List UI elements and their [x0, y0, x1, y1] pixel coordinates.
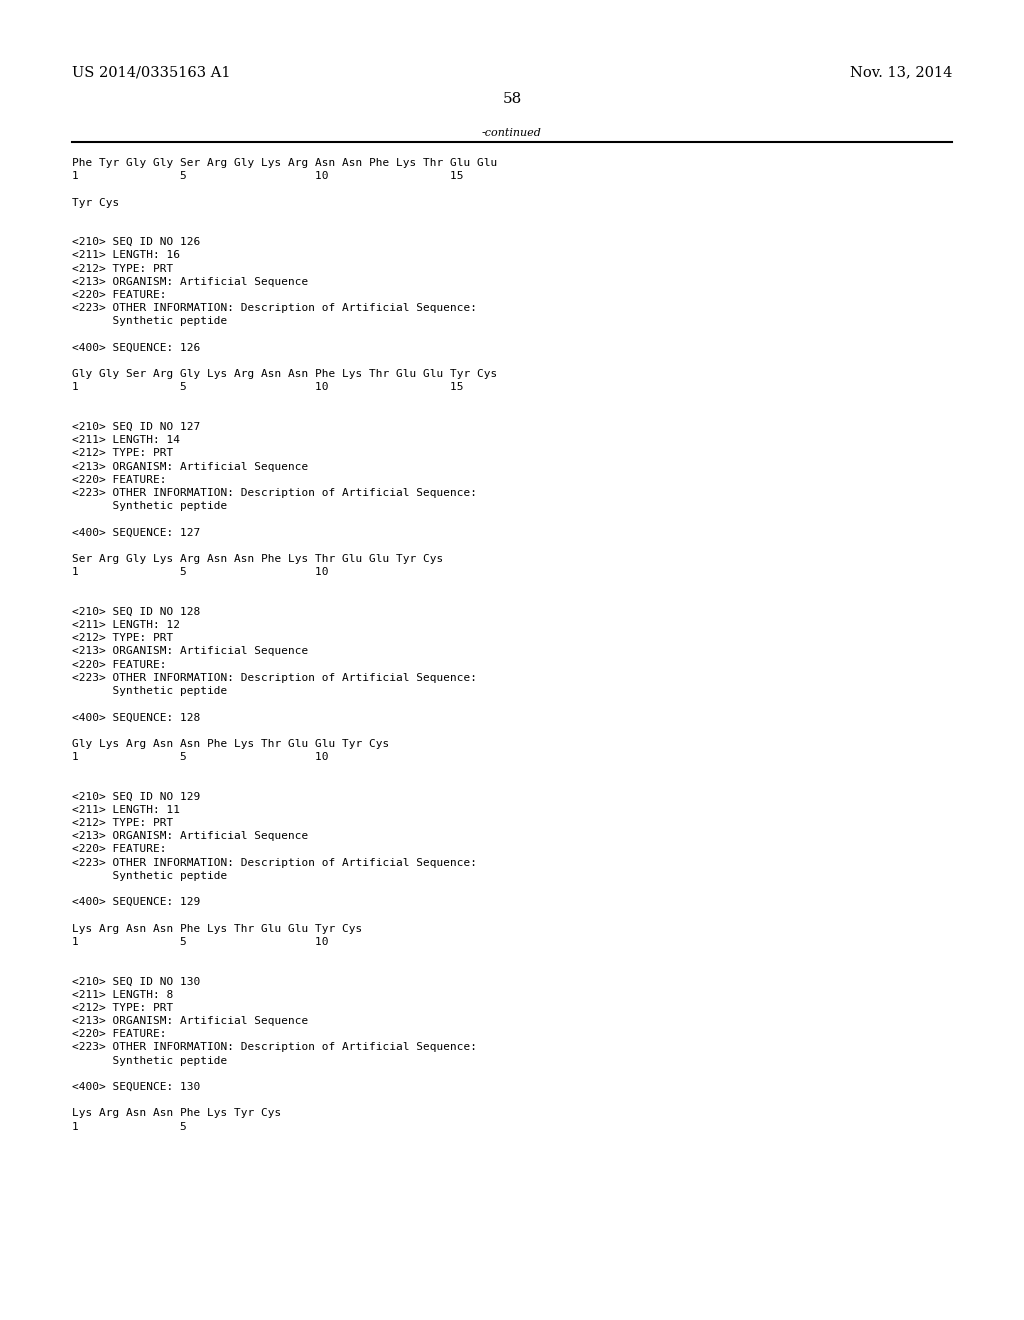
Text: 58: 58 — [503, 92, 521, 106]
Text: <213> ORGANISM: Artificial Sequence: <213> ORGANISM: Artificial Sequence — [72, 462, 308, 471]
Text: Tyr Cys: Tyr Cys — [72, 198, 119, 207]
Text: <212> TYPE: PRT: <212> TYPE: PRT — [72, 818, 173, 828]
Text: Gly Lys Arg Asn Asn Phe Lys Thr Glu Glu Tyr Cys: Gly Lys Arg Asn Asn Phe Lys Thr Glu Glu … — [72, 739, 389, 748]
Text: Synthetic peptide: Synthetic peptide — [72, 1056, 227, 1065]
Text: <210> SEQ ID NO 129: <210> SEQ ID NO 129 — [72, 792, 201, 801]
Text: <210> SEQ ID NO 128: <210> SEQ ID NO 128 — [72, 607, 201, 616]
Text: <400> SEQUENCE: 128: <400> SEQUENCE: 128 — [72, 713, 201, 722]
Text: Synthetic peptide: Synthetic peptide — [72, 317, 227, 326]
Text: <220> FEATURE:: <220> FEATURE: — [72, 845, 167, 854]
Text: <400> SEQUENCE: 127: <400> SEQUENCE: 127 — [72, 528, 201, 537]
Text: Synthetic peptide: Synthetic peptide — [72, 871, 227, 880]
Text: <211> LENGTH: 8: <211> LENGTH: 8 — [72, 990, 173, 999]
Text: -continued: -continued — [482, 128, 542, 139]
Text: Ser Arg Gly Lys Arg Asn Asn Phe Lys Thr Glu Glu Tyr Cys: Ser Arg Gly Lys Arg Asn Asn Phe Lys Thr … — [72, 554, 443, 564]
Text: <210> SEQ ID NO 126: <210> SEQ ID NO 126 — [72, 238, 201, 247]
Text: <211> LENGTH: 11: <211> LENGTH: 11 — [72, 805, 180, 814]
Text: US 2014/0335163 A1: US 2014/0335163 A1 — [72, 65, 230, 79]
Text: Synthetic peptide: Synthetic peptide — [72, 686, 227, 696]
Text: <220> FEATURE:: <220> FEATURE: — [72, 1030, 167, 1039]
Text: Synthetic peptide: Synthetic peptide — [72, 502, 227, 511]
Text: <213> ORGANISM: Artificial Sequence: <213> ORGANISM: Artificial Sequence — [72, 647, 308, 656]
Text: 1               5                   10: 1 5 10 — [72, 568, 329, 577]
Text: <223> OTHER INFORMATION: Description of Artificial Sequence:: <223> OTHER INFORMATION: Description of … — [72, 1043, 477, 1052]
Text: <212> TYPE: PRT: <212> TYPE: PRT — [72, 634, 173, 643]
Text: Phe Tyr Gly Gly Ser Arg Gly Lys Arg Asn Asn Phe Lys Thr Glu Glu: Phe Tyr Gly Gly Ser Arg Gly Lys Arg Asn … — [72, 158, 498, 168]
Text: Lys Arg Asn Asn Phe Lys Thr Glu Glu Tyr Cys: Lys Arg Asn Asn Phe Lys Thr Glu Glu Tyr … — [72, 924, 362, 933]
Text: <213> ORGANISM: Artificial Sequence: <213> ORGANISM: Artificial Sequence — [72, 1016, 308, 1026]
Text: <223> OTHER INFORMATION: Description of Artificial Sequence:: <223> OTHER INFORMATION: Description of … — [72, 488, 477, 498]
Text: <211> LENGTH: 12: <211> LENGTH: 12 — [72, 620, 180, 630]
Text: 1               5                   10                  15: 1 5 10 15 — [72, 383, 464, 392]
Text: <211> LENGTH: 16: <211> LENGTH: 16 — [72, 251, 180, 260]
Text: Gly Gly Ser Arg Gly Lys Arg Asn Asn Phe Lys Thr Glu Glu Tyr Cys: Gly Gly Ser Arg Gly Lys Arg Asn Asn Phe … — [72, 370, 498, 379]
Text: <211> LENGTH: 14: <211> LENGTH: 14 — [72, 436, 180, 445]
Text: <400> SEQUENCE: 130: <400> SEQUENCE: 130 — [72, 1082, 201, 1092]
Text: 1               5                   10: 1 5 10 — [72, 752, 329, 762]
Text: <212> TYPE: PRT: <212> TYPE: PRT — [72, 449, 173, 458]
Text: Nov. 13, 2014: Nov. 13, 2014 — [850, 65, 952, 79]
Text: <223> OTHER INFORMATION: Description of Artificial Sequence:: <223> OTHER INFORMATION: Description of … — [72, 858, 477, 867]
Text: <213> ORGANISM: Artificial Sequence: <213> ORGANISM: Artificial Sequence — [72, 832, 308, 841]
Text: <220> FEATURE:: <220> FEATURE: — [72, 475, 167, 484]
Text: 1               5                   10                  15: 1 5 10 15 — [72, 172, 464, 181]
Text: 1               5                   10: 1 5 10 — [72, 937, 329, 946]
Text: <220> FEATURE:: <220> FEATURE: — [72, 290, 167, 300]
Text: <213> ORGANISM: Artificial Sequence: <213> ORGANISM: Artificial Sequence — [72, 277, 308, 286]
Text: Lys Arg Asn Asn Phe Lys Tyr Cys: Lys Arg Asn Asn Phe Lys Tyr Cys — [72, 1109, 282, 1118]
Text: <223> OTHER INFORMATION: Description of Artificial Sequence:: <223> OTHER INFORMATION: Description of … — [72, 304, 477, 313]
Text: 1               5: 1 5 — [72, 1122, 186, 1131]
Text: <220> FEATURE:: <220> FEATURE: — [72, 660, 167, 669]
Text: <210> SEQ ID NO 127: <210> SEQ ID NO 127 — [72, 422, 201, 432]
Text: <400> SEQUENCE: 126: <400> SEQUENCE: 126 — [72, 343, 201, 352]
Text: <212> TYPE: PRT: <212> TYPE: PRT — [72, 264, 173, 273]
Text: <223> OTHER INFORMATION: Description of Artificial Sequence:: <223> OTHER INFORMATION: Description of … — [72, 673, 477, 682]
Text: <212> TYPE: PRT: <212> TYPE: PRT — [72, 1003, 173, 1012]
Text: <400> SEQUENCE: 129: <400> SEQUENCE: 129 — [72, 898, 201, 907]
Text: <210> SEQ ID NO 130: <210> SEQ ID NO 130 — [72, 977, 201, 986]
